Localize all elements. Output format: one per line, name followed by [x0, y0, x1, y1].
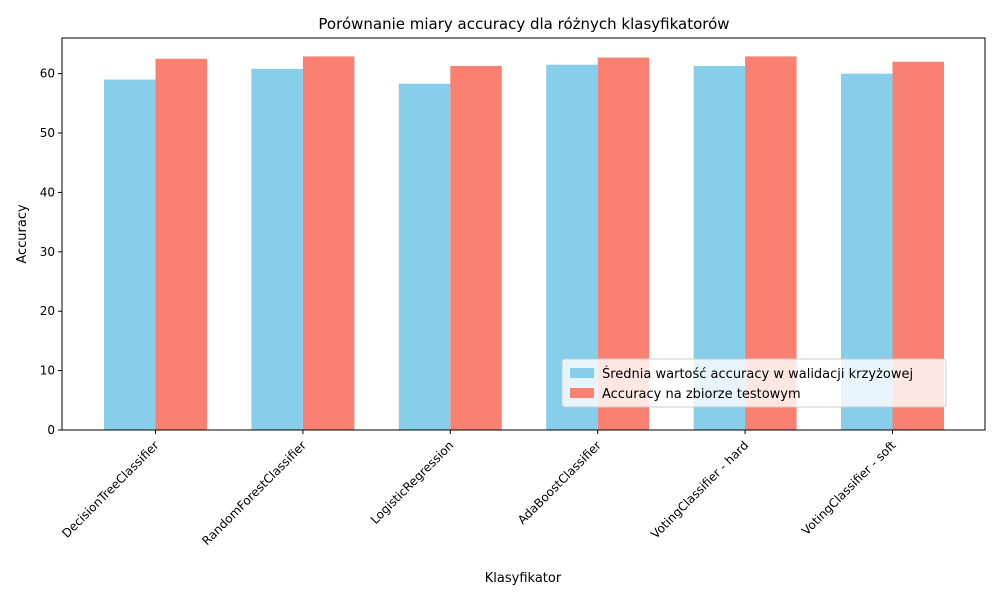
legend-swatch-1	[570, 388, 594, 398]
x-tick-label-5: VotingClassifier - soft	[799, 438, 899, 538]
bar-test-2	[450, 65, 502, 431]
x-tick-label-2: LogisticRegression	[368, 438, 457, 527]
x-tick-label-0: DecisionTreeClassifier	[59, 438, 161, 540]
chart-title: Porównanie miary accuracy dla różnych kl…	[318, 15, 729, 33]
bar-test-1	[302, 56, 355, 430]
y-tick-label-1: 10	[40, 364, 55, 378]
legend-box	[561, 358, 947, 408]
y-tick-label-4: 40	[40, 185, 55, 199]
y-tick-label-2: 20	[40, 304, 55, 318]
legend-label-0: Średnia wartość accuracy w walidacji krz…	[602, 366, 913, 382]
x-axis-title: Klasyfikator	[485, 571, 562, 586]
x-tick-label-4: VotingClassifier - hard	[648, 438, 751, 541]
x-tick-label-3: AdaBoostClassifier	[515, 438, 604, 527]
bar-cv-mean-1	[251, 68, 303, 430]
bar-cv-mean-2	[398, 83, 451, 430]
bar-test-0	[155, 58, 207, 430]
bar-cv-mean-0	[104, 79, 156, 430]
legend: Średnia wartość accuracy w walidacji krz…	[561, 358, 947, 408]
y-tick-label-0: 0	[47, 423, 55, 437]
legend-label-1: Accuracy na zbiorze testowym	[602, 387, 801, 402]
y-axis-title: Accuracy	[15, 204, 30, 264]
y-tick-label-6: 60	[40, 67, 55, 81]
x-tick-label-1: RandomForestClassifier	[199, 438, 309, 548]
y-tick-label-5: 50	[40, 126, 55, 140]
legend-swatch-0	[570, 368, 594, 378]
y-axis-ticks: 0 10 20 30 40 50 60	[40, 67, 62, 437]
plot-frame	[61, 37, 986, 431]
y-tick-label-3: 30	[40, 245, 55, 259]
x-axis-ticks: DecisionTreeClassifier RandomForestClassi…	[59, 430, 899, 548]
